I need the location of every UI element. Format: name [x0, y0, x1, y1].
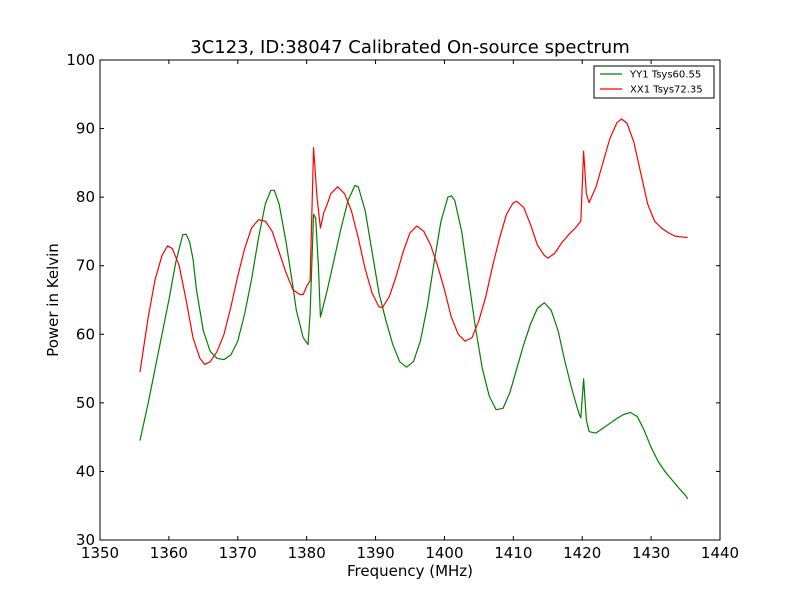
- chart-title: 3C123, ID:38047 Calibrated On-source spe…: [190, 37, 630, 58]
- series-line-1: [139, 118, 688, 373]
- y-axis: 30 40 50 60 70 80 90 100: [66, 51, 720, 549]
- x-tick-label: 1410: [494, 544, 532, 562]
- legend: YY1 Tsys60.55 XX1 Tsys72.35: [593, 65, 715, 99]
- y-tick-label: 40: [76, 462, 95, 480]
- legend-box: [593, 65, 715, 99]
- x-tick-label: 1380: [288, 544, 326, 562]
- x-tick-label: 1430: [632, 544, 670, 562]
- x-tick-label: 1440: [701, 544, 739, 562]
- x-tick-label: 1390: [356, 544, 394, 562]
- y-tick-label: 100: [66, 51, 95, 69]
- plot-frame: [99, 59, 721, 541]
- y-tick-label: 50: [76, 394, 95, 412]
- x-axis: 1350 1360 1370 1380 1390 1400 1410 1420 1430 1440: [81, 60, 739, 562]
- x-tick-label: 1350: [81, 544, 119, 562]
- legend-label-1: XX1 Tsys72.35: [630, 85, 703, 96]
- y-axis-label: Power in Kelvin: [44, 243, 62, 357]
- y-tick-label: 70: [76, 257, 95, 275]
- y-tick-label: 30: [76, 531, 95, 549]
- x-tick-label: 1370: [219, 544, 257, 562]
- plot-area: [139, 118, 689, 500]
- x-tick-label: 1420: [563, 544, 601, 562]
- x-tick-label: 1360: [150, 544, 188, 562]
- legend-label-0: YY1 Tsys60.55: [629, 70, 701, 81]
- x-tick-label: 1400: [425, 544, 463, 562]
- series-line-0: [139, 184, 689, 500]
- y-tick-label: 80: [76, 188, 95, 206]
- y-tick-label: 60: [76, 325, 95, 343]
- x-axis-label: Frequency (MHz): [347, 562, 473, 580]
- y-tick-label: 90: [76, 120, 95, 138]
